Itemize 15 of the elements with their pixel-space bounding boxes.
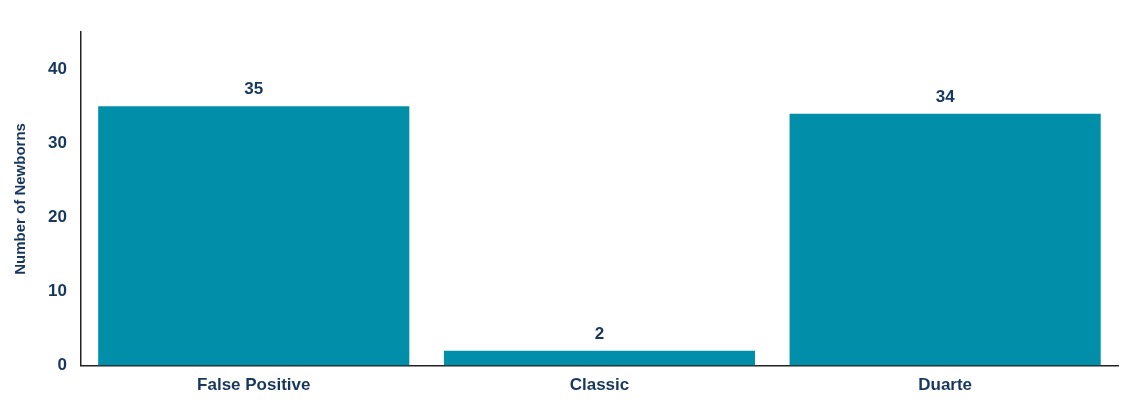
bar bbox=[98, 106, 410, 366]
x-tick-label: Classic bbox=[569, 375, 630, 395]
y-tick-label: 40 bbox=[47, 58, 67, 78]
bar bbox=[443, 350, 756, 366]
y-tick-label: 0 bbox=[57, 355, 67, 375]
data-label: 2 bbox=[594, 323, 605, 343]
x-tick-label: Duarte bbox=[918, 375, 973, 395]
data-label: 35 bbox=[244, 79, 264, 99]
y-tick-label: 30 bbox=[47, 133, 67, 153]
y-tick-label: 20 bbox=[47, 207, 67, 227]
x-tick-label: False Positive bbox=[197, 375, 311, 395]
data-label: 34 bbox=[935, 86, 956, 106]
y-axis-title: Number of Newborns bbox=[11, 123, 29, 275]
bar bbox=[789, 113, 1101, 366]
y-tick-label: 10 bbox=[47, 281, 67, 301]
